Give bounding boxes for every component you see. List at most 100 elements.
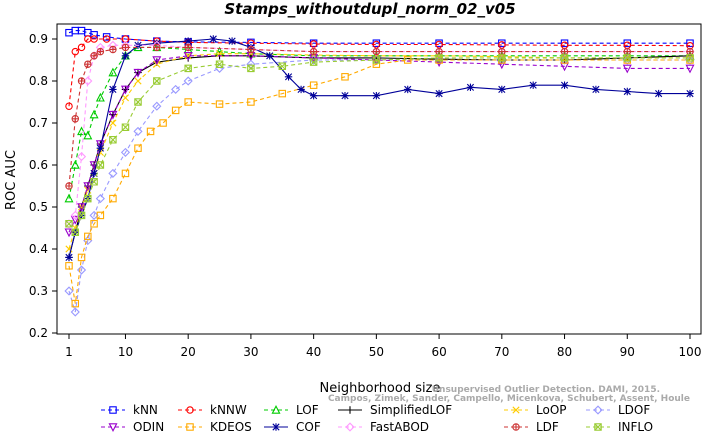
data-point-kdeos (247, 98, 255, 106)
series-fastabod (64, 40, 695, 229)
legend-label: kNN (133, 403, 158, 417)
data-point-cof (435, 89, 443, 98)
y-axis-label: ROC AUC (4, 150, 19, 210)
series-line-cof (68, 38, 690, 258)
data-point-knn (84, 28, 92, 37)
data-point-inflo (90, 178, 98, 186)
data-point-lof (64, 193, 74, 203)
data-point-cof (560, 81, 569, 89)
y-tick-label: 0.3 (29, 284, 48, 298)
legend-label: SimplifiedLOF (370, 403, 452, 417)
data-point-odin (120, 85, 130, 95)
x-tick-label: 40 (306, 345, 321, 359)
data-point-ldf (71, 115, 80, 123)
data-point-ldof (76, 265, 87, 275)
data-point-odin (77, 203, 87, 213)
data-point-kdeos (134, 144, 142, 152)
data-point-cof (284, 73, 293, 81)
data-point-knnw (65, 102, 73, 110)
data-point-inflo (121, 123, 130, 131)
data-point-cof (153, 39, 161, 47)
data-point-odin (70, 215, 80, 225)
legend-item-ldf: LDF (504, 420, 559, 434)
data-point-kdeos (341, 73, 349, 81)
series-layer (64, 26, 695, 317)
data-point-cof (90, 169, 98, 178)
data-point-kdeos (215, 100, 224, 108)
data-point-inflo (96, 161, 105, 169)
data-point-knnw (102, 35, 111, 43)
data-point-ldof (133, 126, 143, 136)
legend-item-lof: LOF (264, 403, 319, 417)
x-tick-label: 10 (118, 345, 133, 359)
data-point-knnw (90, 35, 98, 43)
data-point-ldf (153, 43, 161, 52)
legend-item-loop: LoOP (504, 403, 567, 417)
x-axis-label: Neighborhood size (320, 381, 441, 396)
x-tick-label: 80 (557, 345, 572, 359)
data-point-ldf (247, 45, 255, 54)
series-line-odin (68, 55, 690, 233)
x-tick-label: 90 (620, 345, 635, 359)
x-tick-label: 1 (65, 345, 73, 359)
data-point-inflo (560, 54, 569, 62)
citation-watermark-line1: Campos, Zimek, Sander, Campello, Micenko… (328, 394, 690, 404)
data-point-ldf (77, 77, 86, 85)
data-point-inflo (84, 194, 92, 203)
data-point-kdeos (403, 56, 412, 64)
data-point-kdeos (71, 299, 80, 308)
data-point-ldof (95, 194, 105, 204)
data-point-odin (152, 56, 162, 66)
data-point-ldf (121, 43, 130, 52)
data-point-inflo (372, 56, 381, 64)
data-point-cof (341, 92, 349, 100)
data-point-ldof (64, 286, 74, 296)
y-axis: 0.2 0.3 0.4 0.5 0.6 0.7 0.8 0.9 (29, 32, 57, 340)
legend-item-knnw: kNNW (178, 403, 247, 417)
legend-marker (186, 423, 194, 431)
data-point-lof (83, 130, 93, 140)
data-point-kdeos (159, 119, 167, 127)
data-point-ldf (90, 52, 98, 60)
data-point-lof (108, 67, 118, 77)
data-point-ldf (623, 47, 632, 56)
data-point-odin (685, 64, 695, 74)
data-point-cof (623, 87, 631, 96)
data-point-cof (372, 92, 381, 100)
data-point-knn (623, 39, 632, 47)
legend-marker (108, 423, 118, 433)
data-point-inflo (247, 64, 255, 73)
data-point-odin (133, 68, 143, 78)
data-point-kdeos (121, 169, 130, 178)
data-point-inflo (435, 54, 443, 62)
data-point-odin (434, 58, 444, 68)
data-point-cof (498, 85, 506, 94)
series-line-simplifiedlof (68, 55, 691, 258)
data-point-ldf (65, 182, 73, 190)
legend-marker (512, 423, 520, 431)
data-point-cof (466, 83, 475, 91)
y-tick-label: 0.6 (29, 158, 48, 172)
data-point-ldof (120, 147, 131, 157)
series-line-fastabod (68, 44, 690, 225)
data-point-odin (95, 140, 105, 150)
y-tick-label: 0.5 (29, 200, 48, 214)
data-point-inflo (215, 60, 224, 68)
legend-label: COF (296, 420, 321, 434)
data-point-inflo (134, 98, 142, 106)
data-point-lof (95, 92, 105, 102)
x-axis: 1 10 20 30 40 50 60 70 80 90 100 (65, 334, 701, 359)
data-point-fastabod (64, 219, 74, 229)
x-tick-label: 100 (679, 345, 702, 359)
data-point-inflo (153, 77, 161, 85)
data-point-inflo (278, 62, 287, 71)
y-tick-label: 0.7 (29, 116, 48, 130)
data-point-loop (121, 94, 130, 102)
data-point-kdeos (309, 81, 318, 89)
legend-label: LOF (296, 403, 319, 417)
legend-item-simplifiedlof: SimplifiedLOF (338, 403, 452, 417)
data-point-loop (134, 77, 142, 85)
x-tick-label: 70 (494, 345, 509, 359)
data-point-odin (64, 228, 74, 238)
